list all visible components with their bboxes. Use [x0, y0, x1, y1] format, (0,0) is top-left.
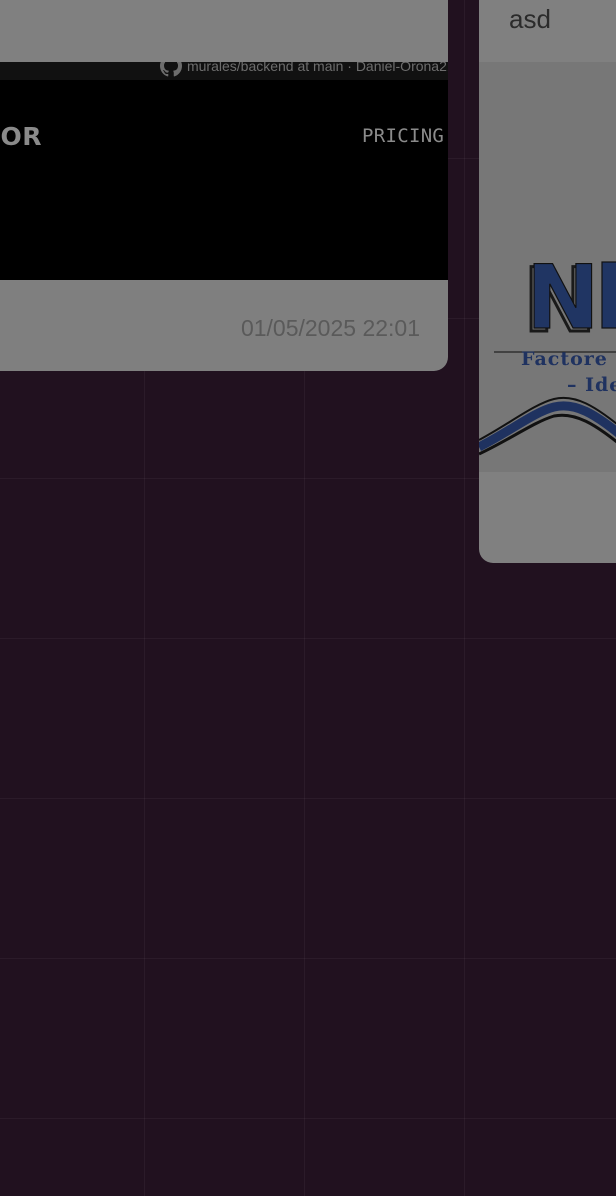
- project-card-left[interactable]: murales/backend at main · Daniel-Orona21…: [0, 0, 448, 371]
- card-title: asd: [509, 4, 551, 34]
- logo-graphic: N N: [479, 245, 616, 456]
- preview-url-text: murales/backend at main · Daniel-Orona21…: [186, 62, 448, 74]
- github-icon: [159, 62, 182, 77]
- preview-url-bar: murales/backend at main · Daniel-Orona21…: [0, 62, 448, 80]
- card-preview-image: N N Factore – Ide: [479, 62, 616, 472]
- card-preview-image: murales/backend at main · Daniel-Orona21…: [0, 62, 448, 280]
- logo-letter-partial: [601, 261, 616, 329]
- preview-nav-pricing: PRICING: [362, 125, 445, 147]
- card-timestamp: 01/05/2025 22:01: [240, 315, 420, 341]
- logo-mountain-top: [479, 396, 616, 441]
- card-header: [0, 0, 448, 62]
- logo-text-line1: Factore: [521, 348, 608, 370]
- logo-letter-shadow: N: [523, 249, 597, 352]
- logo-mountain-inner: [479, 413, 616, 456]
- logo-mountain-outer: [479, 401, 616, 452]
- preview-brand-text: SOR: [0, 122, 43, 151]
- project-card-right[interactable]: asd N N Factore – Ide: [479, 0, 616, 563]
- logo-letter: N: [526, 246, 600, 349]
- logo-text-line2: – Ide: [567, 374, 616, 396]
